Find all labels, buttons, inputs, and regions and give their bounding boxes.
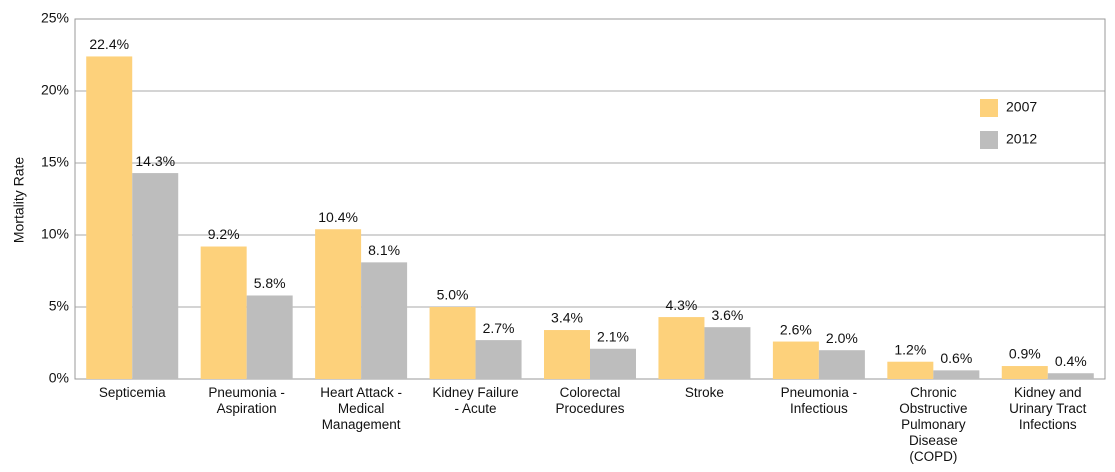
bar — [590, 348, 636, 379]
y-tick-label: 0% — [49, 370, 69, 386]
bar — [1047, 373, 1094, 379]
y-tick-label: 5% — [49, 298, 69, 314]
data-label: 10.4% — [318, 209, 358, 225]
x-tick-label: Colorectal Procedures — [555, 385, 625, 416]
bar — [429, 307, 476, 379]
bar — [1001, 366, 1048, 379]
data-label: 5.8% — [254, 275, 286, 291]
bar — [86, 56, 133, 379]
data-label: 2.6% — [780, 321, 812, 337]
data-label: 22.4% — [89, 36, 129, 52]
x-tick-label-box: Chronic Obstructive Pulmonary Disease (C… — [899, 385, 968, 464]
y-tick-label: 15% — [41, 154, 69, 170]
bar — [887, 361, 934, 379]
bar — [475, 340, 522, 379]
data-label: 2.7% — [483, 320, 515, 336]
y-tick-label: 10% — [41, 226, 69, 242]
data-label: 3.6% — [711, 307, 743, 323]
x-tick-label-box: Kidney Failure - Acute — [432, 385, 519, 416]
x-tick-label-box: Kidney and Urinary Tract Infections — [1009, 385, 1087, 432]
data-label: 3.4% — [551, 310, 583, 326]
x-tick-label: Heart Attack - Medical Management — [320, 385, 402, 432]
bar — [544, 330, 590, 379]
data-label: 8.1% — [368, 242, 400, 258]
legend-swatch — [980, 99, 998, 117]
data-label: 2.1% — [597, 328, 629, 344]
legend-label: 2007 — [1006, 99, 1037, 115]
x-tick-label-box: Pneumonia - Infectious — [780, 385, 858, 416]
legend-label: 2012 — [1006, 131, 1037, 147]
x-tick-label-box: Stroke — [684, 385, 724, 400]
bar — [200, 246, 247, 379]
x-tick-label: Kidney and Urinary Tract Infections — [1009, 385, 1087, 432]
data-label: 0.4% — [1055, 353, 1087, 369]
bar — [132, 173, 179, 379]
x-tick-label: Kidney Failure - Acute — [432, 385, 519, 416]
x-tick-label-box: Septicemia — [98, 385, 166, 400]
data-label: 4.3% — [665, 297, 697, 313]
bar — [246, 295, 293, 379]
y-tick-label: 25% — [41, 10, 69, 26]
bar — [818, 350, 865, 379]
x-tick-label: Septicemia — [98, 385, 166, 400]
data-label: 14.3% — [135, 153, 175, 169]
y-tick-label: 20% — [41, 82, 69, 98]
bar — [315, 229, 362, 379]
x-tick-label: Stroke — [684, 385, 724, 400]
bar — [361, 262, 408, 379]
x-tick-label: Chronic Obstructive Pulmonary Disease (C… — [899, 385, 968, 464]
bar — [704, 327, 751, 379]
x-tick-label: Pneumonia - Aspiration — [208, 385, 285, 416]
data-label: 5.0% — [437, 287, 469, 303]
x-tick-label-box: Heart Attack - Medical Management — [320, 385, 402, 432]
legend-swatch — [980, 131, 998, 149]
bar — [933, 370, 980, 379]
y-axis-label: Mortality Rate — [11, 157, 27, 244]
bar — [772, 341, 819, 379]
x-tick-label-box: Colorectal Procedures — [555, 385, 625, 416]
x-tick-label-box: Pneumonia - Aspiration — [208, 385, 285, 416]
data-label: 1.2% — [894, 341, 926, 357]
data-label: 9.2% — [208, 226, 240, 242]
data-label: 2.0% — [826, 330, 858, 346]
bar — [658, 317, 705, 379]
data-label: 0.6% — [940, 350, 972, 366]
data-label: 0.9% — [1009, 346, 1041, 362]
x-tick-label: Pneumonia - Infectious — [780, 385, 858, 416]
